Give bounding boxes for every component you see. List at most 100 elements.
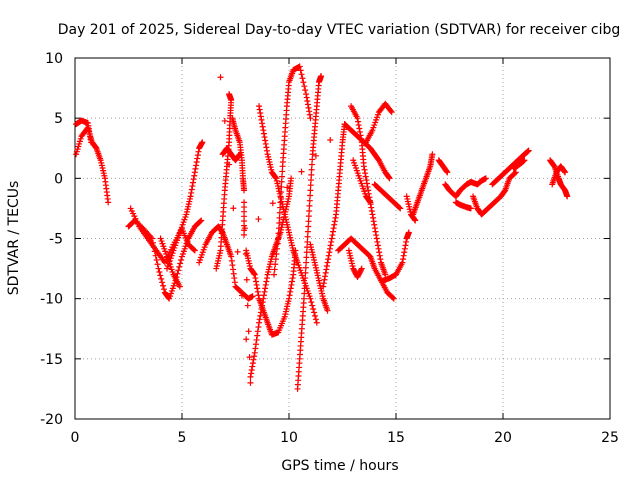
data-point: [193, 159, 200, 166]
series-arc-06: [157, 235, 183, 290]
data-point: [400, 256, 407, 263]
data-point: [307, 182, 314, 189]
data-point: [250, 356, 257, 363]
data-point: [252, 341, 259, 348]
data-point: [429, 151, 436, 158]
series-arc-24: [371, 181, 404, 212]
data-point: [190, 246, 197, 253]
series-arc-07: [196, 223, 256, 302]
data-point: [356, 125, 363, 132]
grid-lines: [75, 58, 610, 419]
data-point: [362, 173, 369, 180]
series-arc-34: [547, 157, 571, 200]
data-point: [564, 193, 571, 200]
data-point: [190, 179, 197, 186]
data-point: [279, 168, 286, 175]
data-point: [298, 168, 305, 175]
x-tick-label: 25: [601, 430, 619, 446]
data-point: [243, 336, 250, 343]
data-point: [286, 292, 293, 299]
data-point: [300, 295, 307, 302]
data-point: [360, 163, 367, 170]
data-point: [88, 139, 95, 146]
data-point: [191, 172, 198, 179]
data-point: [251, 271, 258, 278]
data-point: [310, 305, 317, 312]
data-point: [242, 250, 249, 257]
data-point: [318, 73, 325, 80]
data-point: [194, 152, 201, 159]
data-point: [382, 271, 389, 278]
data-point: [246, 354, 253, 361]
series-arc-15: [294, 73, 325, 392]
data-point: [326, 249, 333, 256]
series-arc-14: [271, 63, 314, 278]
data-point: [263, 144, 270, 151]
data-point: [390, 295, 397, 302]
data-point: [397, 205, 404, 212]
data-point: [226, 161, 233, 168]
data-point: [254, 328, 261, 335]
data-point: [177, 260, 184, 267]
data-point: [188, 186, 195, 193]
data-point: [325, 252, 332, 259]
data-point: [289, 278, 296, 285]
data-point: [278, 173, 285, 180]
data-point: [254, 288, 261, 295]
series-arc-21: [348, 103, 389, 278]
data-point: [160, 286, 167, 293]
data-point: [303, 94, 310, 101]
data-point: [387, 107, 394, 114]
data-point: [306, 202, 313, 209]
data-point: [328, 238, 335, 245]
series-arc-19: [345, 247, 365, 281]
data-point: [305, 104, 312, 111]
data-point: [234, 248, 241, 255]
data-point: [189, 183, 196, 190]
data-point: [306, 111, 313, 118]
data-point: [256, 103, 263, 110]
data-point: [238, 292, 245, 299]
data-point: [276, 209, 283, 216]
data-point: [241, 231, 248, 238]
data-point: [401, 249, 408, 256]
data-point: [258, 116, 265, 123]
data-point: [298, 71, 305, 78]
data-point: [275, 225, 282, 232]
data-point: [277, 194, 284, 201]
data-point: [289, 275, 296, 282]
data-point: [511, 170, 518, 177]
data-point: [302, 269, 309, 276]
data-point: [254, 285, 261, 292]
data-point: [273, 250, 280, 257]
data-point: [301, 83, 308, 90]
data-point: [278, 183, 285, 190]
y-tick-label: 0: [54, 171, 63, 187]
data-point: [231, 275, 238, 282]
data-point: [371, 225, 378, 232]
data-point: [192, 165, 199, 172]
data-point: [355, 118, 362, 125]
data-point: [229, 262, 236, 269]
y-tick-label: -20: [40, 412, 63, 428]
data-point: [251, 349, 258, 356]
data-point: [370, 214, 377, 221]
data-point: [368, 204, 375, 211]
data-point: [176, 263, 183, 270]
data-point: [373, 232, 380, 239]
data-point: [403, 238, 410, 245]
data-point: [355, 122, 362, 129]
data-point: [299, 75, 306, 82]
data-point: [358, 266, 365, 273]
data-point: [155, 265, 162, 272]
series-arc-20: [341, 121, 393, 182]
data-point: [259, 299, 266, 306]
data-point: [402, 242, 409, 249]
data-point: [194, 155, 201, 162]
y-tick-label: 5: [54, 111, 63, 127]
x-tick-label: 20: [494, 430, 512, 446]
data-point: [156, 269, 163, 276]
data-point: [306, 197, 313, 204]
data-point: [301, 285, 308, 292]
